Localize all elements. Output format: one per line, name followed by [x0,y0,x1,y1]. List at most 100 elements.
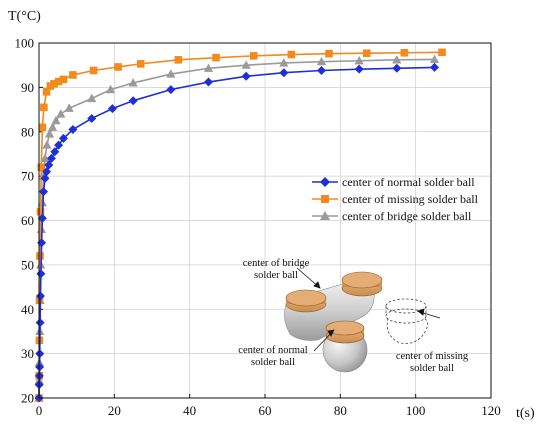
data-point-diamond [37,238,47,248]
data-point-triangle [128,78,138,87]
missing-solder-ball-outline [385,298,428,344]
annotation-normal-line1: center of normal [238,345,307,356]
data-point-square [89,66,98,75]
data-point-triangle [392,55,402,64]
x-tick-label: 40 [183,403,196,418]
data-point-diamond [46,153,56,163]
legend-label-missing: center of missing solder ball [342,192,479,206]
bridge-solder-ball [284,271,383,341]
data-point-diamond [68,125,78,135]
series-triangle [34,54,440,402]
x-tick-label: 120 [481,403,501,418]
data-point-diamond [50,147,60,157]
normal-solder-ball [322,320,368,373]
legend-triangle-marker [320,211,330,220]
data-point-diamond [317,66,326,76]
x-tick-label: 80 [334,403,347,418]
data-point-diamond [87,113,97,123]
data-point-triangle [44,129,55,138]
data-point-triangle [47,122,58,131]
x-tick-label: 100 [406,403,426,418]
y-tick-label: 90 [21,80,34,95]
annotation-missing-line2: solder ball [410,363,454,374]
data-point-square [287,50,296,59]
y-tick-label: 20 [21,391,34,406]
data-point-triangle [105,84,116,94]
data-point-diamond [107,104,117,114]
series-line [38,58,435,399]
legend-item-normal: center of normal solder ball [312,175,475,189]
data-point-triangle [40,153,50,162]
data-point-diamond [58,133,68,143]
data-point-triangle [42,140,52,149]
data-point-diamond [35,362,45,372]
annotation-bridge-line2: solder ball [254,270,298,281]
legend-item-missing: center of missing solder ball [312,192,479,206]
data-point-square [69,71,77,79]
data-point-triangle [56,109,66,118]
data-point-diamond [35,349,45,359]
data-point-diamond [279,68,289,78]
legend-label-normal: center of normal solder ball [342,175,475,189]
y-tick-label: 60 [21,213,34,228]
y-tick-label: 80 [21,124,34,139]
data-point-diamond [354,64,364,74]
y-axis-title: T(°C) [8,9,41,24]
data-point-triangle [241,60,251,69]
plot-frame [38,42,492,399]
data-point-square [54,77,63,86]
data-point-square [36,207,45,216]
series-diamond [34,62,439,403]
data-point-square [114,63,122,71]
series-line [38,66,435,399]
annotation-bridge-line1: center of bridge [243,258,310,269]
x-tick-label: 60 [259,403,272,418]
data-point-square [42,88,51,96]
legend-label-bridge: center of bridge solder ball [342,209,472,223]
inset-illustration: center of bridge solder ball center of n… [238,258,469,374]
data-point-square [174,56,183,64]
data-point-diamond [166,85,176,95]
data-point-diamond [37,213,47,223]
data-point-square [438,48,446,57]
data-point-square [362,49,371,58]
x-axis-title: t(s) [516,406,535,421]
data-point-triangle [429,54,440,64]
data-point-triangle [316,56,327,66]
data-point-square [212,53,220,62]
data-point-diamond [36,291,46,301]
data-point-square [36,252,44,260]
data-point-diamond [430,62,439,72]
data-point-square [400,48,409,57]
legend: center of normal solder ball center of m… [312,175,479,223]
series-square [35,48,446,402]
data-point-triangle [279,58,289,67]
data-point-diamond [44,160,54,170]
data-point-triangle [203,63,214,72]
annotation-normal-line2: solder ball [251,357,295,368]
data-point-square [40,103,48,112]
x-tick-label: 20 [108,403,121,418]
data-point-diamond [39,187,49,197]
y-tick-label: 70 [21,169,34,184]
data-point-square [59,75,68,84]
data-point-triangle [354,55,364,65]
normal-pad [325,320,365,336]
data-point-square [136,60,145,68]
data-point-diamond [241,71,251,81]
annotation-missing-line1: center of missing [396,351,469,362]
x-tick-label: 0 [36,403,43,418]
data-point-triangle [64,103,74,112]
series-layer [34,48,446,403]
data-point-square [35,296,44,305]
y-tick-label: 50 [21,257,34,272]
data-point-square [50,80,58,88]
data-point-square [37,163,46,172]
y-tick-label: 30 [21,346,34,361]
y-tick-label: 40 [21,302,34,317]
data-point-square [325,49,333,58]
data-point-square [249,52,258,60]
data-point-diamond [54,140,64,150]
